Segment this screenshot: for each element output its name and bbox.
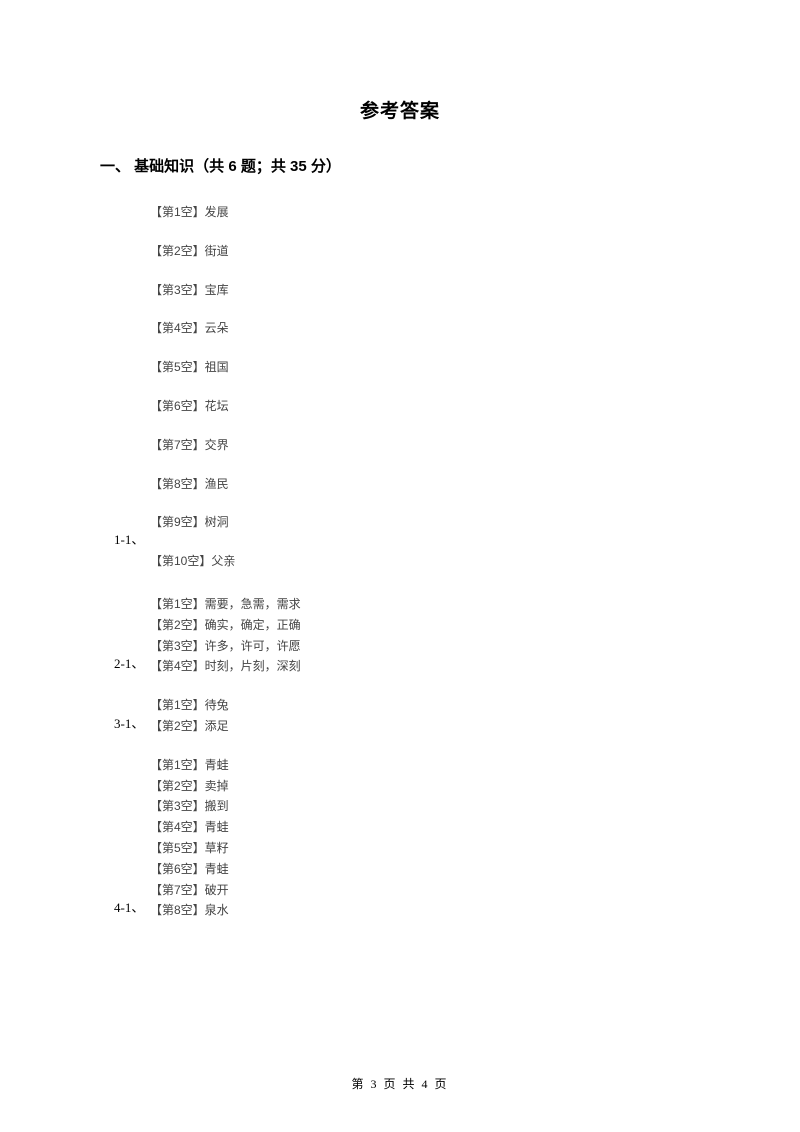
answer-line: 【第8空】泉水	[150, 902, 700, 919]
answer-line: 【第4空】云朵	[150, 320, 700, 337]
answer-line: 【第2空】添足	[150, 718, 700, 735]
answer-line: 【第3空】宝库	[150, 282, 700, 299]
answer-group: 【第1空】需要，急需，需求【第2空】确实，确定，正确【第3空】许多，许可，许愿【…	[150, 596, 700, 675]
answer-line: 【第4空】时刻，片刻，深刻	[150, 658, 700, 675]
answer-line: 【第2空】确实，确定，正确	[150, 617, 700, 634]
answer-line: 【第4空】青蛙	[150, 819, 700, 836]
answer-line: 【第1空】青蛙	[150, 757, 700, 774]
answer-group: 【第1空】待兔【第2空】添足3-1、	[150, 697, 700, 735]
answer-line: 【第9空】树洞	[150, 514, 700, 531]
answer-line: 【第3空】许多，许可，许愿	[150, 638, 700, 655]
answer-line: 【第5空】祖国	[150, 359, 700, 376]
page-title: 参考答案	[100, 96, 700, 123]
answer-line: 【第1空】需要，急需，需求	[150, 596, 700, 613]
question-number: 1-1、	[114, 529, 144, 548]
answer-line: 【第6空】花坛	[150, 398, 700, 415]
question-number: 4-1、	[114, 897, 144, 916]
answer-line: 【第7空】破开	[150, 882, 700, 899]
answer-line: 【第2空】街道	[150, 243, 700, 260]
answers-container: 【第1空】发展【第2空】街道【第3空】宝库【第4空】云朵【第5空】祖国【第6空】…	[100, 204, 700, 919]
page-footer: 第 3 页 共 4 页	[0, 1075, 800, 1092]
answer-line: 【第3空】搬到	[150, 798, 700, 815]
answer-group: 【第1空】青蛙【第2空】卖掉【第3空】搬到【第4空】青蛙【第5空】草籽【第6空】…	[150, 757, 700, 919]
section-header: 一、 基础知识（共 6 题；共 35 分）	[100, 155, 700, 176]
question-number: 3-1、	[114, 713, 144, 732]
question-number: 2-1、	[114, 653, 144, 672]
answer-line: 【第1空】发展	[150, 204, 700, 221]
answer-line: 【第6空】青蛙	[150, 861, 700, 878]
answer-line: 【第8空】渔民	[150, 476, 700, 493]
answer-line: 【第2空】卖掉	[150, 778, 700, 795]
answer-group: 【第1空】发展【第2空】街道【第3空】宝库【第4空】云朵【第5空】祖国【第6空】…	[150, 204, 700, 570]
answer-line: 【第7空】交界	[150, 437, 700, 454]
answer-line: 【第5空】草籽	[150, 840, 700, 857]
answer-line: 【第1空】待兔	[150, 697, 700, 714]
answer-line: 【第10空】父亲	[150, 553, 700, 570]
